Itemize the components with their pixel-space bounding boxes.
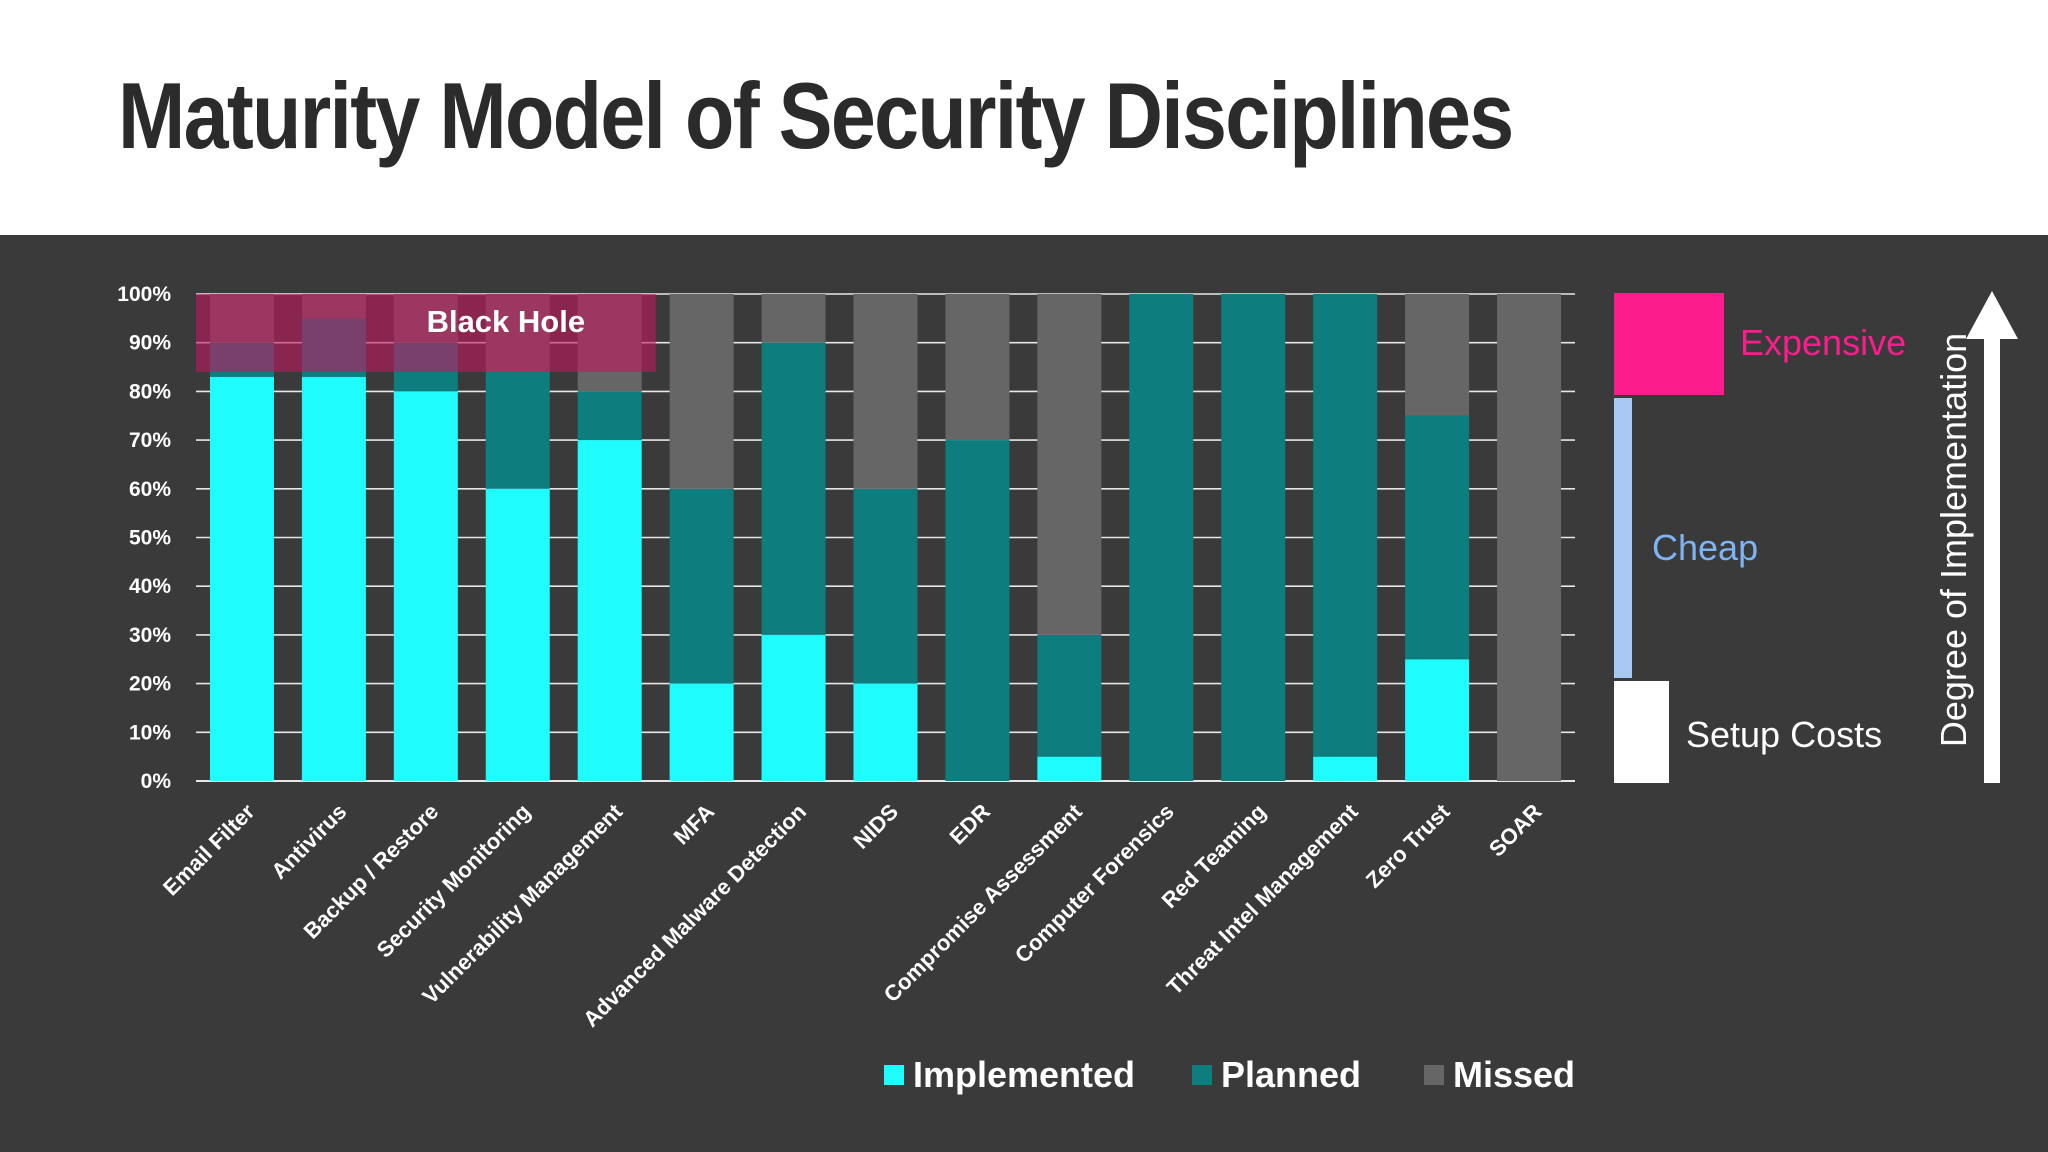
- bar-planned: [1405, 415, 1470, 660]
- y-tick-label: 20%: [129, 673, 171, 696]
- black-hole-label: Black Hole: [427, 304, 586, 339]
- y-tick-label: 90%: [129, 332, 171, 355]
- bar-missed: [669, 294, 734, 489]
- legend: Implemented Planned Missed: [884, 1054, 1575, 1095]
- black-hole-annotation: Black Hole: [195, 294, 656, 372]
- setup-costs-label: Setup Costs: [1686, 714, 1882, 755]
- bar-planned: [1129, 294, 1194, 781]
- bar-planned: [945, 440, 1010, 781]
- category-label: Zero Trust: [1361, 798, 1455, 892]
- bar-implemented: [209, 376, 274, 781]
- y-tick-label: 50%: [129, 527, 171, 550]
- y-tick-label: 80%: [129, 380, 171, 403]
- bar-planned: [1037, 634, 1102, 757]
- y-tick-label: 70%: [129, 429, 171, 452]
- y-tick-label: 0%: [141, 770, 172, 793]
- bar-implemented: [485, 488, 550, 781]
- bar-implemented: [393, 391, 458, 781]
- y-axis-ticks: 0% 10% 20% 30% 40% 50% 60% 70% 80% 90% 100%: [117, 283, 171, 793]
- bar-implemented: [853, 683, 918, 781]
- bar-implemented: [1405, 659, 1470, 781]
- legend-label-missed: Missed: [1453, 1054, 1575, 1095]
- bar-planned: [1313, 294, 1378, 757]
- bar-planned: [761, 342, 826, 635]
- bar-implemented: [301, 376, 366, 781]
- bar-planned: [1221, 294, 1286, 781]
- category-label: MFA: [669, 799, 720, 850]
- bar-planned: [853, 488, 918, 684]
- category-label: Computer Forensics: [1010, 799, 1179, 968]
- bar-planned: [669, 488, 734, 684]
- cheap-label: Cheap: [1652, 527, 1758, 568]
- setup-costs-block: [1614, 681, 1669, 783]
- bar-implemented: [1313, 756, 1378, 781]
- bar-missed: [761, 294, 826, 343]
- expensive-block: [1614, 293, 1724, 395]
- bar-implemented: [577, 440, 642, 781]
- y-tick-label: 40%: [129, 575, 171, 598]
- cost-scale: Expensive Cheap Setup Costs Degree of Imple…: [1614, 291, 2018, 783]
- bar-missed: [1497, 294, 1562, 781]
- bar-missed: [945, 294, 1010, 441]
- bar-planned: [577, 391, 642, 441]
- stacked-bar-chart: 0% 10% 20% 30% 40% 50% 60% 70% 80% 90% 100% Email …: [117, 283, 2018, 1095]
- expensive-label: Expensive: [1740, 322, 1906, 363]
- degree-of-implementation-label: Degree of Implementation: [1933, 333, 1974, 747]
- legend-swatch-missed: [1424, 1065, 1444, 1085]
- category-label: EDR: [944, 799, 995, 850]
- bar-implemented: [761, 634, 826, 781]
- bar-missed: [1037, 294, 1102, 635]
- cheap-bar: [1614, 398, 1632, 678]
- up-arrow-icon: [1966, 291, 2018, 339]
- black-hole-region: [195, 294, 656, 372]
- category-label: NIDS: [848, 799, 903, 854]
- category-label: Antivirus: [266, 799, 351, 884]
- category-label: Email Filter: [158, 799, 260, 901]
- bar-implemented: [669, 683, 734, 781]
- bar-missed: [853, 294, 918, 489]
- y-tick-label: 30%: [129, 624, 171, 647]
- y-tick-label: 60%: [129, 478, 171, 501]
- category-label: Vulnerability Management: [417, 798, 627, 1008]
- bar-planned: [485, 371, 550, 489]
- up-arrow-shaft: [1984, 337, 2000, 783]
- bar-missed: [1405, 294, 1470, 416]
- y-tick-label: 10%: [129, 721, 171, 744]
- bar-implemented: [1037, 756, 1102, 781]
- legend-swatch-implemented: [884, 1065, 904, 1085]
- y-tick-label: 100%: [117, 283, 171, 306]
- category-label: Threat Intel Management: [1162, 798, 1363, 999]
- category-label: Security Monitoring: [372, 799, 536, 963]
- category-label: SOAR: [1484, 799, 1547, 862]
- legend-label-planned: Planned: [1221, 1054, 1361, 1095]
- slide-title: Maturity Model of Security Disciplines: [118, 63, 1514, 168]
- legend-label-implemented: Implemented: [913, 1054, 1135, 1095]
- chart-panel: 0% 10% 20% 30% 40% 50% 60% 70% 80% 90% 100% Email …: [0, 235, 2048, 1152]
- bars: [209, 294, 1562, 781]
- legend-swatch-planned: [1192, 1065, 1212, 1085]
